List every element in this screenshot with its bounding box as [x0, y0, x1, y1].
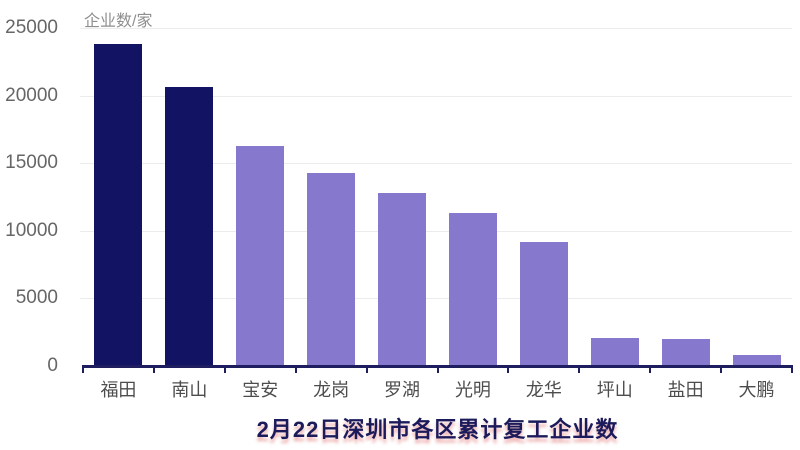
bar — [590, 337, 639, 366]
x-category-label: 龙华 — [525, 380, 562, 400]
y-tick-label: 5000 — [15, 287, 58, 309]
x-axis-tick — [294, 366, 297, 373]
x-axis-tick — [82, 366, 84, 373]
x-axis-tick — [365, 366, 368, 373]
y-tick-label: 0 — [47, 355, 58, 376]
bar — [378, 192, 427, 366]
x-category-label: 南山 — [171, 380, 208, 400]
bar — [307, 172, 356, 366]
y-tick-label: 25000 — [5, 17, 58, 38]
x-category-label: 坪山 — [596, 380, 633, 400]
y-tick-label: 15000 — [5, 152, 58, 174]
bar — [94, 44, 143, 366]
x-category-label: 光明 — [454, 380, 491, 400]
x-axis-tick — [791, 366, 793, 373]
x-axis-tick — [436, 366, 439, 373]
bar — [448, 213, 497, 366]
gridline — [80, 28, 792, 29]
gridline — [80, 230, 792, 232]
x-category-label: 福田 — [100, 380, 137, 400]
y-tick-label: 10000 — [5, 219, 58, 241]
gridline — [80, 163, 792, 165]
gridline — [80, 95, 792, 97]
x-axis-tick — [578, 366, 581, 373]
x-axis-tick — [649, 366, 652, 373]
x-axis-tick — [152, 366, 155, 373]
x-category-label: 盐田 — [667, 380, 704, 400]
x-category-label: 罗湖 — [384, 380, 421, 400]
y-tick-label: 20000 — [5, 84, 58, 106]
x-axis-tick — [223, 366, 226, 373]
gridline — [80, 298, 792, 300]
bar — [732, 354, 781, 366]
x-category-label: 大鹏 — [738, 380, 775, 400]
bar — [236, 145, 285, 366]
x-axis-tick — [507, 366, 510, 373]
bar — [661, 338, 710, 366]
y-axis-unit-label: 企业数/家 — [84, 13, 153, 30]
bar — [519, 241, 568, 366]
x-category-label: 宝安 — [242, 380, 279, 400]
x-category-label: 龙岗 — [313, 380, 350, 400]
x-axis-tick — [720, 366, 723, 373]
bar — [165, 87, 214, 366]
chart-title: 2月22日深圳市各区累计复工企业数 — [256, 417, 619, 442]
